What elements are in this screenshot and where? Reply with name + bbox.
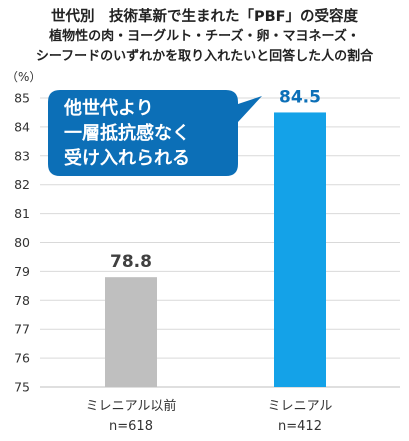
x-category-sample-size: n=412 — [278, 419, 322, 434]
data-labels: 78.8 84.5 — [110, 87, 321, 272]
bar — [105, 277, 157, 387]
data-label: 78.8 — [110, 252, 152, 272]
y-tick-label: 80 — [14, 235, 30, 250]
y-tick-label: 85 — [14, 91, 30, 106]
y-axis-unit-label: （%） — [6, 70, 41, 84]
y-tick-label: 83 — [14, 148, 30, 163]
y-tick-label: 81 — [14, 206, 30, 221]
y-tick-label: 82 — [14, 177, 30, 192]
callout-bubble — [48, 90, 262, 176]
x-axis-labels: ミレニアル以前 n=618 ミレニアル n=412 — [86, 398, 333, 434]
y-tick-label: 76 — [14, 351, 30, 366]
x-category-label: ミレニアル — [268, 399, 333, 414]
x-category-label: ミレニアル以前 — [86, 398, 177, 414]
y-tick-label: 78 — [14, 293, 30, 308]
callout-text-line: 一層抵抗感なく — [64, 122, 190, 144]
callout-text-line: 他世代より — [63, 97, 154, 119]
chart-subtitle-line-1: 植物性の肉・ヨーグルト・チーズ・卵・マヨネーズ・ — [49, 29, 360, 44]
callout-text-line: 受け入れられる — [64, 147, 190, 169]
bar — [274, 112, 326, 387]
y-axis-ticks: （%） 75 76 77 78 79 80 81 82 83 84 85 — [6, 70, 41, 395]
y-tick-label: 79 — [14, 264, 30, 279]
y-tick-label: 75 — [14, 380, 30, 395]
chart-subtitle-line-2: シーフードのいずれかを取り入れたいと回答した人の割合 — [35, 49, 374, 64]
x-category-sample-size: n=618 — [109, 419, 153, 434]
chart-title: 世代別 技術革新で生まれた「PBF」の受容度 — [50, 9, 359, 25]
bars — [105, 112, 326, 387]
y-tick-label: 77 — [14, 322, 30, 337]
data-label: 84.5 — [279, 87, 321, 107]
y-tick-label: 84 — [14, 119, 30, 134]
